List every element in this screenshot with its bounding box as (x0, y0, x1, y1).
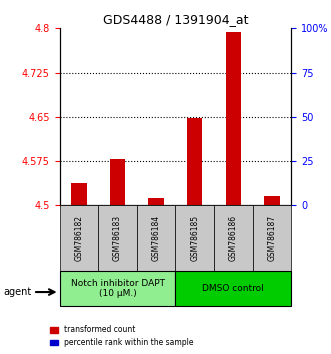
Bar (73, 205, 84, 224)
FancyBboxPatch shape (60, 205, 98, 271)
Text: Notch inhibitor DAPT
(10 μM.): Notch inhibitor DAPT (10 μM.) (71, 279, 165, 298)
FancyBboxPatch shape (137, 205, 175, 271)
FancyBboxPatch shape (60, 271, 175, 306)
Bar (189, 205, 200, 224)
FancyBboxPatch shape (175, 205, 214, 271)
FancyBboxPatch shape (175, 271, 291, 306)
Bar (228, 205, 239, 224)
Text: GSM786185: GSM786185 (190, 215, 199, 261)
Text: GSM786186: GSM786186 (229, 215, 238, 261)
Bar (112, 205, 123, 224)
Bar (187, 118, 203, 205)
Bar (151, 205, 162, 226)
Bar (71, 183, 87, 205)
Text: agent: agent (3, 287, 31, 297)
Text: GSM786187: GSM786187 (267, 215, 276, 261)
Title: GDS4488 / 1391904_at: GDS4488 / 1391904_at (103, 13, 248, 26)
FancyBboxPatch shape (214, 205, 253, 271)
Text: DMSO control: DMSO control (203, 284, 264, 293)
Text: GSM786182: GSM786182 (74, 215, 83, 261)
Text: GSM786184: GSM786184 (152, 215, 161, 261)
FancyBboxPatch shape (253, 205, 291, 271)
Bar (264, 196, 280, 205)
Legend: transformed count, percentile rank within the sample: transformed count, percentile rank withi… (47, 322, 196, 350)
Bar (226, 33, 241, 205)
Bar (148, 198, 164, 205)
Bar (266, 205, 277, 225)
Text: GSM786183: GSM786183 (113, 215, 122, 261)
FancyBboxPatch shape (98, 205, 137, 271)
Bar (110, 159, 125, 205)
